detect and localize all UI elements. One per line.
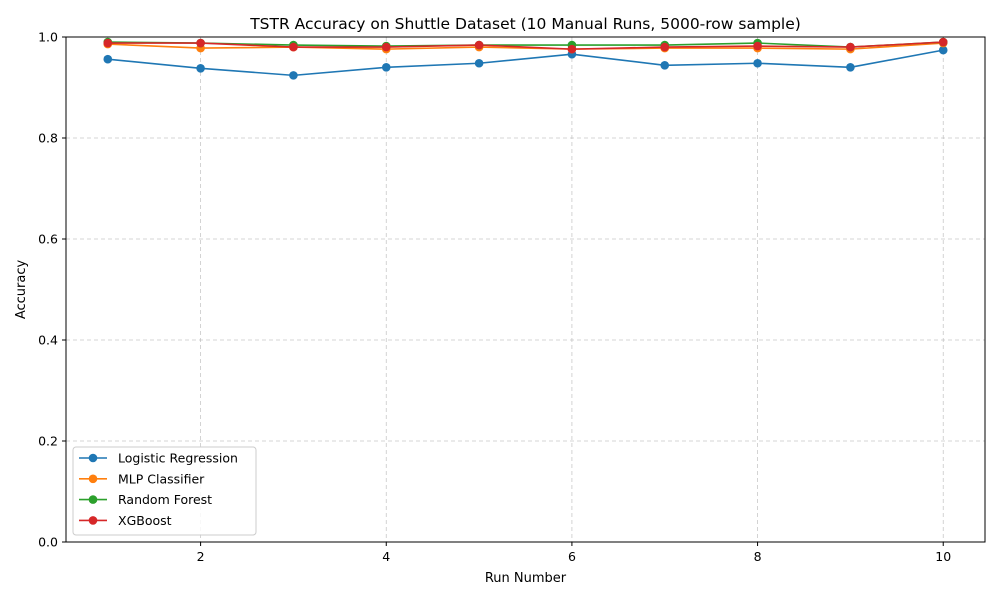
series-line-random-forest [107,41,944,48]
legend-swatch-marker [88,453,98,463]
legend-label: Random Forest [118,492,212,507]
series-xgboost [103,37,948,54]
data-point-logistic-regression [846,63,855,72]
legend-swatch-marker [88,474,98,484]
axes: 2 4 6 8 10 0.0 0.2 0.4 0.6 0.8 1.0 [38,30,951,565]
chart-title: TSTR Accuracy on Shuttle Dataset (10 Man… [249,15,801,33]
legend-label: MLP Classifier [118,471,205,486]
data-point-logistic-regression [938,45,948,55]
data-point-logistic-regression [289,71,298,80]
y-tick-label: 1.0 [38,30,58,45]
data-point-logistic-regression [660,60,670,70]
legend-item: MLP Classifier [79,471,205,486]
data-point-logistic-regression [103,54,113,64]
y-tick-label: 0.4 [38,333,58,348]
data-point-xgboost [381,42,391,52]
legend-item: Random Forest [79,492,212,507]
y-axis-label: Accuracy [14,260,29,320]
y-tick-label: 0.8 [38,131,58,146]
y-tick-label: 0.2 [38,434,58,449]
data-point-xgboost [289,42,298,52]
x-tick-label: 6 [568,549,576,564]
x-tick-label: 10 [935,549,951,564]
legend-box [72,446,257,536]
data-point-xgboost [753,41,762,51]
legend-swatch-marker [88,516,98,525]
legend-item: Logistic Regression [79,451,238,466]
data-point-xgboost [196,38,205,48]
series-logistic-regression [103,45,948,80]
legend-item: XGBoost [79,513,172,528]
data-point-xgboost [938,37,948,47]
series-layer [103,37,948,80]
data-point-xgboost [474,40,484,50]
data-point-logistic-regression [753,58,762,68]
data-point-xgboost [660,42,670,52]
y-tick-label: 0.0 [38,535,58,550]
data-point-logistic-regression [381,63,391,72]
legend: Logistic Regression MLP Classifier Random … [72,446,257,536]
x-tick-label: 8 [754,549,762,564]
series-line-logistic-regression [107,49,944,77]
x-tick-label: 4 [382,549,390,564]
legend-swatch-marker [88,495,98,504]
series-line-xgboost [107,41,944,50]
series-line-mlp-classifier [107,42,944,50]
legend-label: XGBoost [118,513,172,528]
data-point-logistic-regression [196,64,205,73]
legend-label: Logistic Regression [118,451,238,466]
y-tick-label: 0.6 [38,232,58,247]
data-point-xgboost [846,42,855,52]
plot-frame [65,36,986,543]
x-axis-label: Run Number [485,571,567,586]
data-point-xgboost [103,38,113,48]
data-point-logistic-regression [474,58,484,68]
x-tick-label: 2 [197,549,205,564]
data-point-xgboost [567,44,577,54]
